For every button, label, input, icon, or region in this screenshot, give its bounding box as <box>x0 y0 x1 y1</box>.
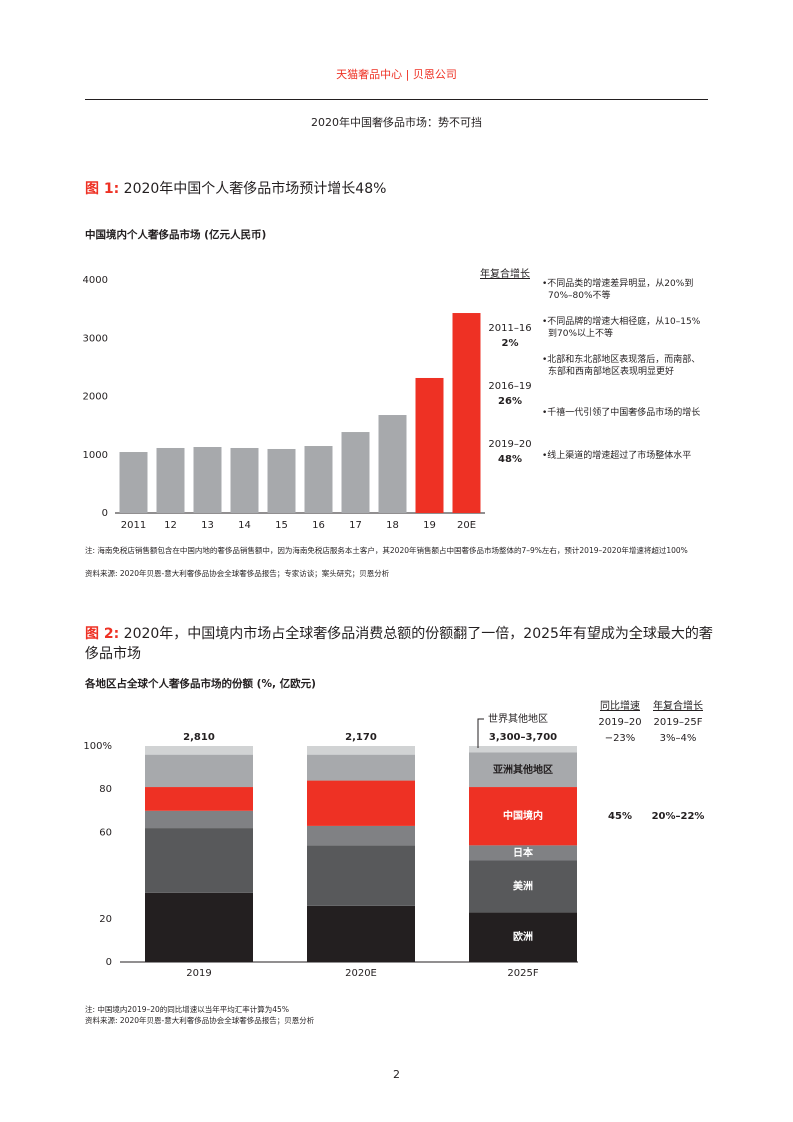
bar-segment <box>145 892 253 962</box>
x-tick-label: 13 <box>201 520 214 531</box>
figure-label: 图 1: <box>85 181 120 197</box>
bar-segment <box>307 754 415 781</box>
x-tick-label: 2025F <box>507 968 538 979</box>
x-tick-label: 2019 <box>186 968 211 979</box>
bar <box>119 452 148 513</box>
bullet: •不同品牌的增速大相径庭，从10–15%到70%以上不等 <box>542 317 701 339</box>
bar-segment <box>145 810 253 829</box>
header-rule <box>85 99 708 100</box>
bar-segment <box>469 845 577 861</box>
cagr-period: 2016–19 <box>488 381 532 392</box>
bar <box>452 313 481 513</box>
figure-label: 图 2: <box>85 626 120 642</box>
y-tick-label: 0 <box>106 957 112 968</box>
y-tick-label: 0 <box>102 508 108 519</box>
bar <box>415 377 444 513</box>
bar-segment <box>145 746 253 755</box>
chart-title: 中国境内个人奢侈品市场 (亿元人民币) <box>85 229 267 241</box>
x-tick-label: 19 <box>423 520 436 531</box>
cagr-period: 2019–20 <box>488 439 532 450</box>
figure-title: 2020年，中国境内市场占全球奢侈品消费总额的份额翻了一倍，2025年有望成为全… <box>85 626 713 662</box>
bar-segment <box>469 746 577 753</box>
bar-segment <box>307 825 415 846</box>
source: 资料来源: 2020年贝恩-意大利奢侈品协会全球奢侈品报告；贝恩分析 <box>85 1016 315 1025</box>
bar-segment <box>469 912 577 962</box>
bar-segment <box>469 860 577 913</box>
bullet: •不同品类的增速差异明显，从20%到70%–80%不等 <box>542 279 694 301</box>
total-label: 2,170 <box>345 732 377 743</box>
segment-label: 亚洲其他地区 <box>493 763 553 776</box>
column-header: 2019–20 <box>598 717 641 728</box>
subtitle: 2020年中国奢侈品市场：势不可挡 <box>311 116 482 129</box>
bar-segment <box>307 780 415 826</box>
bar <box>341 432 370 513</box>
total-growth: 3%–4% <box>660 733 697 744</box>
bar <box>156 447 185 513</box>
x-tick-label: 20E <box>457 520 476 531</box>
x-tick-label: 2011 <box>121 520 146 531</box>
x-tick-label: 16 <box>312 520 325 531</box>
y-tick-label: 4000 <box>83 275 108 286</box>
y-tick-label: 1000 <box>83 450 108 461</box>
x-tick-label: 17 <box>349 520 362 531</box>
brand: 天猫奢品中心 | 贝恩公司 <box>336 68 457 81</box>
bar <box>230 447 259 513</box>
x-tick-label: 12 <box>164 520 177 531</box>
x-tick-label: 14 <box>238 520 251 531</box>
bar-segment <box>307 746 415 755</box>
y-tick-label: 3000 <box>83 333 108 344</box>
bar <box>267 448 296 513</box>
page-number: 2 <box>393 1068 400 1081</box>
bar-segment <box>469 752 577 788</box>
bar-segment <box>145 754 253 788</box>
bar-segment <box>307 845 415 906</box>
segment-label: 美洲 <box>513 879 533 892</box>
chart-title: 各地区占全球个人奢侈品市场的份额 (%, 亿欧元) <box>85 678 316 690</box>
callout-line <box>477 718 484 748</box>
bullet: •千禧一代引领了中国奢侈品市场的增长 <box>542 408 701 418</box>
source: 资料来源: 2020年贝恩-意大利奢侈品协会全球奢侈品报告；专家访谈；案头研究；… <box>85 569 390 578</box>
note: 注: 海南免税店销售额包含在中国内地的奢侈品销售额中，因为海南免税店服务本土客户… <box>85 546 688 555</box>
bar <box>304 446 333 513</box>
cagr-value: 2% <box>501 338 519 349</box>
cagr-value: 26% <box>498 396 522 407</box>
total-growth: −23% <box>605 733 636 744</box>
china-growth: 20%–22% <box>652 811 705 822</box>
y-tick-label: 100% <box>83 741 112 752</box>
china-growth: 45% <box>608 811 632 822</box>
cagr-value: 48% <box>498 454 522 465</box>
x-tick-label: 18 <box>386 520 399 531</box>
total-label: 2,810 <box>183 732 215 743</box>
callout-label: 世界其他地区 <box>488 712 548 725</box>
segment-label: 日本 <box>513 846 534 859</box>
column-header: 同比增速 <box>600 699 640 712</box>
y-tick-label: 2000 <box>83 392 108 403</box>
y-tick-label: 60 <box>99 827 112 838</box>
bullet: •线上渠道的增速超过了市场整体水平 <box>542 451 692 461</box>
bar-segment <box>145 787 253 811</box>
bullet: •北部和东北部地区表现落后，而南部、东部和西南部地区表现明显更好 <box>542 355 701 377</box>
y-tick-label: 20 <box>99 914 112 925</box>
segment-label: 中国境内 <box>503 809 543 822</box>
segment-label: 欧洲 <box>513 930 533 943</box>
y-tick-label: 80 <box>99 784 112 795</box>
x-tick-label: 2020E <box>345 968 377 979</box>
column-header: 年复合增长 <box>653 699 703 712</box>
note: 注: 中国境内2019–20的同比增速以当年平均汇率计算为45% <box>85 1005 289 1014</box>
bar <box>193 447 222 513</box>
bar <box>378 415 407 513</box>
bar-segment <box>145 828 253 893</box>
x-tick-label: 15 <box>275 520 288 531</box>
cagr-period: 2011–16 <box>488 323 532 334</box>
cagr-header: 年复合增长 <box>480 269 530 280</box>
bar-segment <box>469 787 577 846</box>
total-label: 3,300–3,700 <box>489 732 557 743</box>
bar-segment <box>307 905 415 962</box>
figure-title: 2020年中国个人奢侈品市场预计增长48% <box>123 181 387 197</box>
column-header: 2019–25F <box>654 717 703 728</box>
